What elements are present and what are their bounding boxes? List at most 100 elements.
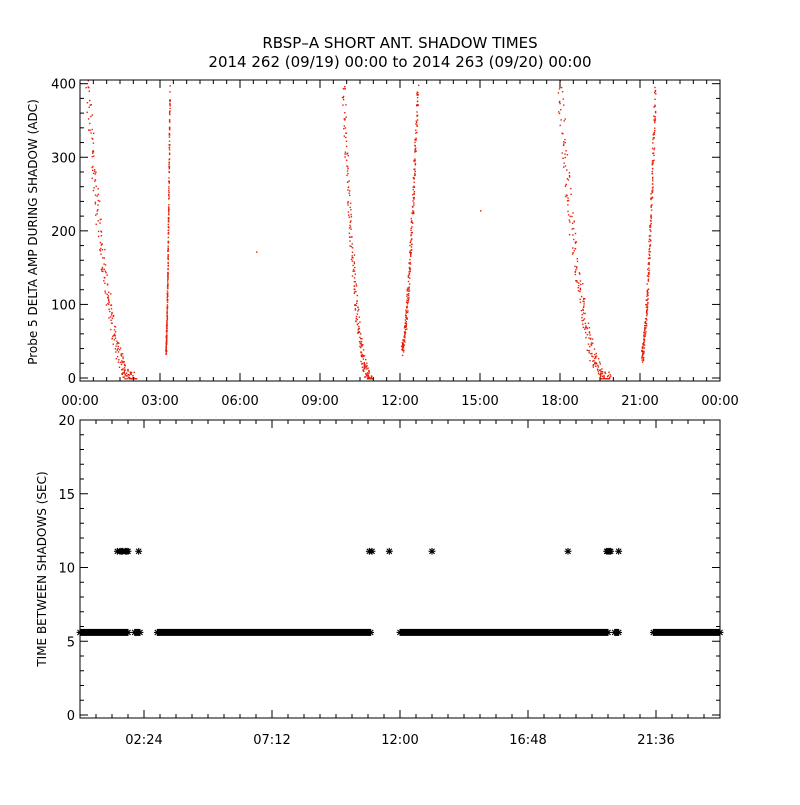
shadow-amp-point (108, 291, 110, 293)
shadow-amp-point (121, 360, 123, 362)
shadow-amp-point (569, 215, 571, 218)
shadow-amp-point (650, 214, 652, 216)
shadow-amp-point (644, 327, 646, 329)
shadow-amp-point (362, 354, 365, 357)
shadow-amp-point (413, 202, 415, 204)
shadow-amp-point (347, 168, 349, 170)
shadow-amp-point (168, 147, 170, 149)
shadow-amp-point (562, 133, 564, 135)
shadow-amp-point (114, 331, 117, 333)
shadow-amp-point (345, 132, 348, 134)
shadow-amp-point (597, 371, 600, 373)
shadow-amp-point (169, 111, 171, 113)
shadow-amp-point (652, 189, 654, 191)
shadow-amp-point (97, 188, 99, 190)
shadow-amp-point (560, 119, 562, 121)
shadow-amp-point (103, 263, 105, 265)
shadow-amp-point (406, 317, 408, 319)
shadow-amp-point (401, 346, 404, 348)
shadow-amp-point (110, 314, 113, 316)
shadow-amp-point (166, 294, 169, 297)
shadow-amp-point (109, 310, 111, 313)
shadow-amp-point (416, 100, 419, 103)
shadow-amp-point (402, 343, 405, 345)
top-x-tick-label: 21:00 (621, 394, 658, 409)
shadow-amp-point (167, 249, 169, 251)
shadow-amp-point (603, 374, 605, 377)
shadow-amp-point (167, 258, 169, 260)
shadow-amp-point (349, 194, 351, 197)
shadow-amp-point (402, 340, 405, 342)
shadow-amp-point (119, 347, 122, 349)
shadow-amp-point (166, 286, 169, 288)
shadow-amp-point (576, 260, 579, 263)
shadow-amp-point (167, 219, 170, 221)
shadow-amp-point (417, 94, 419, 96)
shadow-amp-point (597, 357, 600, 360)
shadow-amp-point (646, 295, 648, 297)
shadow-amp-point (165, 336, 167, 339)
shadow-amp-point (608, 378, 611, 380)
shadow-amp-point (414, 149, 416, 152)
shadow-amp-point (125, 378, 127, 380)
shadow-amp-point (108, 300, 110, 302)
shadow-amp-point (642, 353, 644, 355)
shadow-amp-point (407, 280, 410, 283)
time-between-shadows-point (385, 547, 393, 555)
shadow-amp-point (409, 258, 411, 261)
shadow-amp-point (357, 331, 359, 333)
top-panel-points (85, 80, 657, 380)
shadow-amp-point (97, 209, 99, 211)
shadow-amp-point (345, 136, 347, 139)
shadow-amp-point (408, 288, 410, 290)
shadow-amp-point (645, 306, 648, 308)
shadow-amp-point (348, 214, 350, 216)
shadow-amp-point (355, 315, 358, 318)
shadow-amp-point (406, 299, 408, 301)
shadow-amp-point (651, 172, 654, 175)
shadow-amp-point (122, 372, 124, 375)
shadow-amp-point (650, 217, 653, 219)
shadow-amp-point (600, 373, 602, 375)
shadow-amp-point (563, 141, 565, 143)
shadow-amp-point (582, 319, 585, 321)
shadow-amp-point (403, 339, 406, 341)
shadow-amp-point (410, 254, 412, 256)
shadow-amp-point (117, 342, 120, 344)
shadow-amp-point (642, 345, 644, 348)
shadow-amp-point (113, 329, 116, 331)
shadow-amp-point (167, 254, 169, 256)
shadow-amp-point (646, 293, 648, 295)
shadow-amp-point (168, 128, 171, 130)
shadow-amp-point (414, 170, 416, 173)
shadow-amp-point (168, 190, 170, 192)
shadow-amp-point (403, 335, 405, 337)
bottom-panel-y-axis-label: TIME BETWEEN SHADOWS (SEC) (35, 471, 49, 667)
shadow-amp-point (404, 331, 406, 334)
shadow-amp-point (168, 136, 171, 138)
shadow-amp-point (414, 172, 416, 175)
shadow-amp-point (598, 369, 601, 371)
shadow-amp-point (166, 290, 169, 292)
shadow-amp-point (118, 366, 121, 368)
shadow-amp-point (88, 106, 90, 108)
shadow-amp-point (405, 323, 408, 325)
shadow-amp-point (351, 251, 354, 253)
time-between-shadows-point (428, 547, 436, 555)
shadow-amp-point (601, 371, 604, 373)
shadow-amp-point (574, 265, 576, 268)
shadow-amp-point (166, 293, 169, 295)
shadow-amp-point (105, 304, 108, 306)
shadow-amp-point (404, 336, 406, 339)
shadow-amp-point (121, 373, 124, 375)
shadow-amp-point (595, 355, 598, 357)
shadow-amp-point (101, 268, 104, 270)
chart-title-line2: 2014 262 (09/19) 00:00 to 2014 263 (09/2… (208, 53, 591, 71)
shadow-amp-point (588, 331, 591, 333)
shadow-amp-point (354, 273, 356, 275)
shadow-amp-point (565, 150, 567, 152)
shadow-amp-point (410, 252, 412, 254)
shadow-amp-point (130, 373, 132, 375)
shadow-amp-point (351, 260, 354, 262)
bottom-panel-ticks: 02:24 07:12 12:00 16:48 21:36 0 5 10 15 20 (58, 414, 720, 748)
